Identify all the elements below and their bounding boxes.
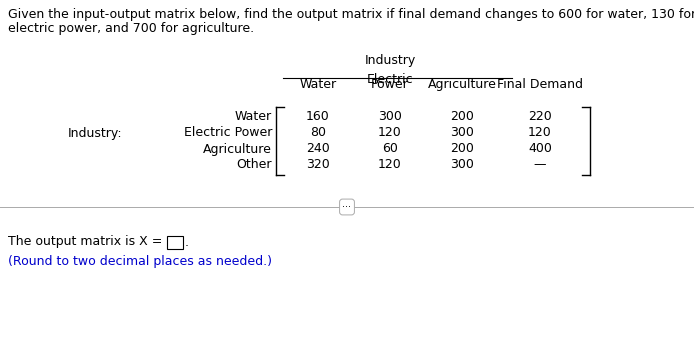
Text: Other: Other [237,159,272,172]
Text: 120: 120 [378,126,402,139]
Text: Industry:: Industry: [68,126,123,139]
Text: Electric: Electric [366,73,414,86]
Text: Agriculture: Agriculture [428,78,496,91]
Text: (Round to two decimal places as needed.): (Round to two decimal places as needed.) [8,256,272,269]
Text: 320: 320 [306,159,330,172]
Text: 60: 60 [382,143,398,156]
Text: 120: 120 [528,126,552,139]
Text: The output matrix is X =: The output matrix is X = [8,236,162,248]
Text: Final Demand: Final Demand [497,78,583,91]
Text: 80: 80 [310,126,326,139]
Text: 160: 160 [306,110,330,123]
Text: Electric Power: Electric Power [184,126,272,139]
Text: 240: 240 [306,143,330,156]
Text: Agriculture: Agriculture [203,143,272,156]
Text: 300: 300 [378,110,402,123]
Text: Water: Water [299,78,337,91]
Text: 400: 400 [528,143,552,156]
Text: electric power, and 700 for agriculture.: electric power, and 700 for agriculture. [8,22,254,35]
Text: Given the input-output matrix below, find the output matrix if final demand chan: Given the input-output matrix below, fin… [8,8,694,21]
Text: ···: ··· [343,202,351,212]
Text: .: . [185,236,189,248]
Text: Water: Water [235,110,272,123]
Text: 200: 200 [450,110,474,123]
Text: 220: 220 [528,110,552,123]
Text: Industry: Industry [364,54,416,67]
Text: 300: 300 [450,126,474,139]
Text: Power: Power [371,78,409,91]
Bar [167,236,183,248]
Text: 120: 120 [378,159,402,172]
Text: 200: 200 [450,143,474,156]
Text: —: — [534,159,546,172]
Text: 300: 300 [450,159,474,172]
